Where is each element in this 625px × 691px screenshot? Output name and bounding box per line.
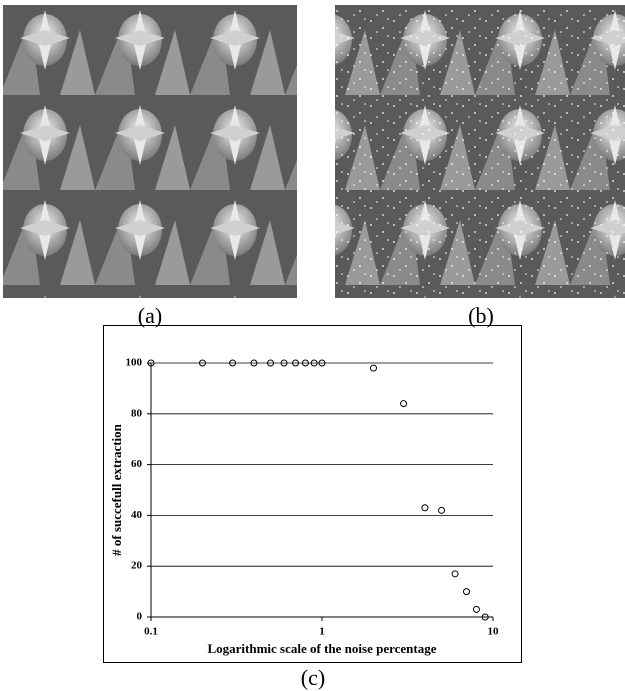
y-tick-label: 0	[137, 611, 143, 623]
point	[369, 364, 377, 372]
y-tick-label: 80	[131, 407, 143, 419]
point	[280, 359, 288, 367]
noise-overlay	[335, 5, 625, 298]
caption: (b)	[468, 303, 494, 328]
point	[229, 359, 237, 367]
chart: Logarithmic scale of the noise percentag…	[109, 357, 499, 656]
photo-original	[3, 5, 297, 298]
point	[267, 359, 275, 367]
point	[421, 504, 429, 512]
point	[451, 570, 459, 578]
point	[250, 359, 258, 367]
y-tick-label: 60	[131, 458, 143, 470]
point	[438, 506, 446, 514]
caption: (a)	[138, 303, 162, 328]
point	[318, 359, 326, 367]
x-tick-label: 1	[319, 626, 325, 638]
point	[198, 359, 206, 367]
point	[463, 588, 471, 596]
y-tick-label: 20	[131, 560, 143, 572]
x-tick-label: 10	[488, 626, 500, 638]
y-tick-label: 100	[126, 357, 143, 369]
y-tick-label: 40	[131, 509, 143, 521]
y-axis-label: # of succefull extraction	[109, 423, 124, 556]
point	[472, 605, 480, 613]
point	[310, 359, 318, 367]
point	[301, 359, 309, 367]
x-tick-label: 0.1	[144, 626, 158, 638]
chart-frame	[103, 325, 522, 663]
point	[147, 359, 155, 367]
point	[292, 359, 300, 367]
point	[400, 400, 408, 408]
x-axis-label: Logarithmic scale of the noise percentag…	[207, 641, 436, 656]
point	[481, 613, 489, 621]
caption: (c)	[301, 665, 325, 690]
